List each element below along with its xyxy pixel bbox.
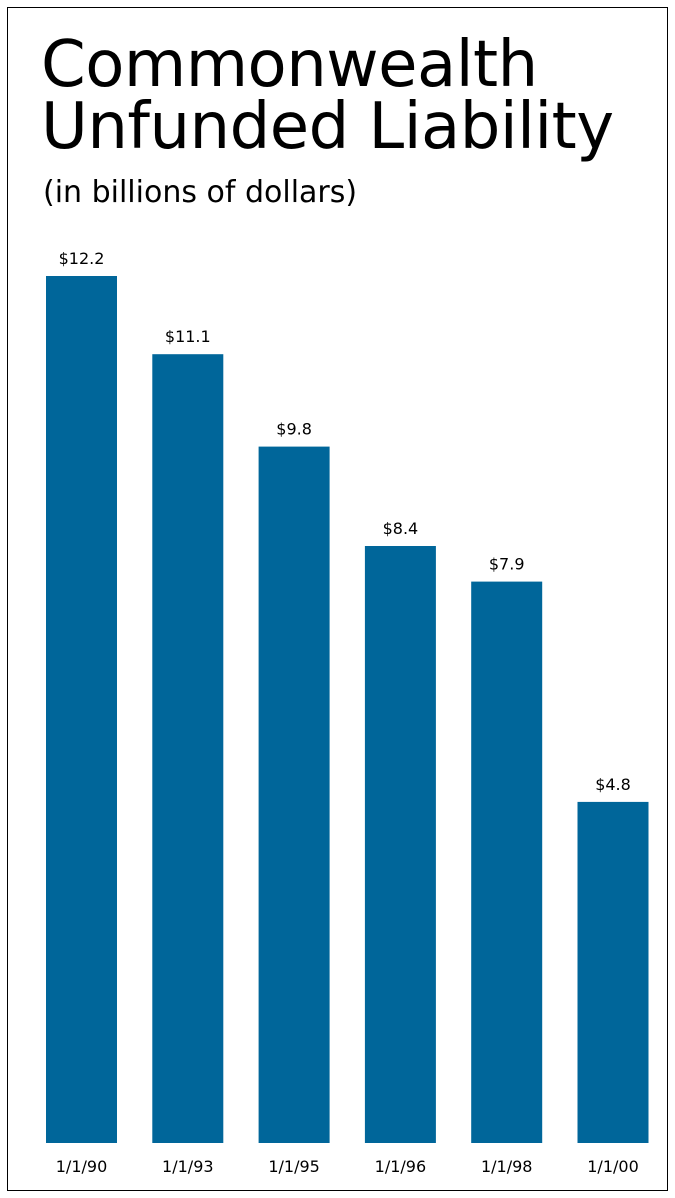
- data-label-1: $11.1: [165, 327, 211, 346]
- data-label-0: $12.2: [59, 249, 105, 268]
- data-label-3: $8.4: [383, 519, 419, 538]
- data-label-4: $7.9: [489, 555, 525, 574]
- x-tick-label-1: 1/1/93: [162, 1157, 214, 1176]
- x-tick-label-5: 1/1/00: [587, 1157, 639, 1176]
- data-label-2: $9.8: [276, 420, 312, 439]
- data-label-5: $4.8: [595, 775, 631, 794]
- bar-2: [259, 447, 330, 1143]
- bar-5: [578, 802, 649, 1143]
- bar-3: [365, 546, 436, 1143]
- bar-0: [46, 276, 117, 1143]
- bar-4: [471, 582, 542, 1143]
- x-tick-label-0: 1/1/90: [56, 1157, 108, 1176]
- bar-1: [152, 354, 223, 1143]
- x-tick-label-3: 1/1/96: [375, 1157, 427, 1176]
- x-tick-label-2: 1/1/95: [268, 1157, 320, 1176]
- x-tick-label-4: 1/1/98: [481, 1157, 533, 1176]
